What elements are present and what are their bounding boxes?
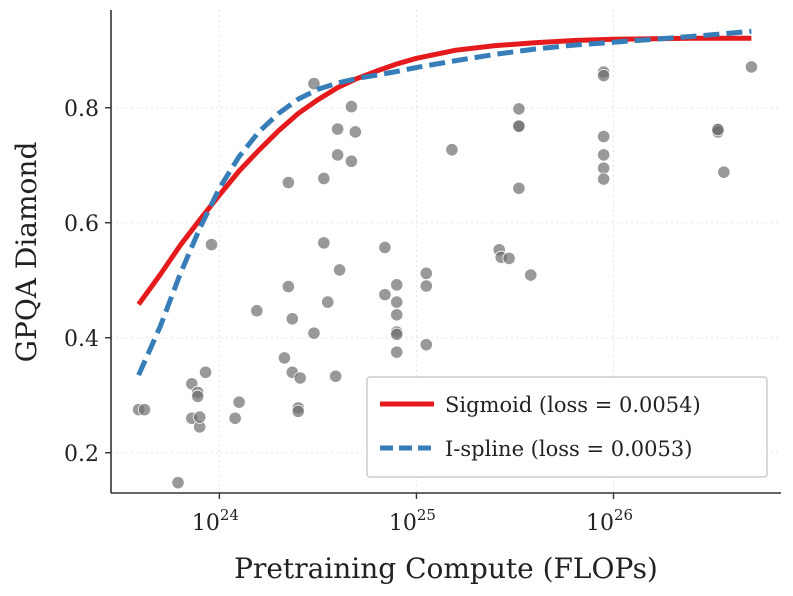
legend-box [366,376,768,478]
data-point [193,410,207,424]
data-point [191,389,205,403]
data-point [378,288,392,302]
data-point [419,266,433,280]
data-point [717,165,731,179]
data-point [419,279,433,293]
y-tick-label: 0.6 [64,212,99,237]
data-point [445,143,459,157]
data-point [281,175,295,190]
data-point [331,122,345,136]
data-point [281,279,295,294]
data-point [344,100,359,114]
data-point [291,404,305,418]
data-point [390,295,404,309]
data-point [317,171,331,186]
data-point [597,148,611,162]
x-axis-label: Pretraining Compute (FLOPs) [234,552,658,585]
data-point [711,123,725,137]
data-point [597,68,611,83]
legend-label-sigmoid: Sigmoid (loss = 0.0054) [445,393,701,417]
data-point [293,371,307,385]
data-point [524,268,538,282]
data-point [204,238,219,252]
data-point [390,327,404,341]
data-point [378,240,392,255]
y-tick-label: 0.4 [64,327,99,352]
y-tick-label: 0.8 [64,97,99,122]
data-point [285,312,299,326]
y-axis-label: GPQA Diamond [10,142,43,363]
legend-label-ispline: I-spline (loss = 0.0053) [445,437,692,461]
data-point [512,181,526,195]
legend: Sigmoid (loss = 0.0054) I-spline (loss =… [366,376,768,478]
data-point [331,148,345,162]
data-point [597,172,611,186]
data-point [198,365,213,379]
data-point [228,411,242,425]
data-point [321,295,335,309]
data-point [332,263,347,277]
data-point [512,102,526,116]
scatter-points [131,60,759,490]
ispline-curve [136,28,752,377]
data-point [348,125,362,139]
data-point [307,77,321,91]
x-tick-label: 1026 [586,506,633,536]
data-point [317,236,331,250]
y-tick-label: 0.2 [64,442,99,467]
data-point [344,154,359,168]
data-point [419,338,433,352]
data-point [250,304,264,318]
data-point [232,395,246,409]
data-point [390,278,404,292]
data-point [390,345,404,359]
data-point [329,369,343,383]
x-tick-label: 1024 [192,506,239,536]
data-point [137,403,152,417]
sigmoid-curve [136,35,752,306]
fit-curves [136,28,752,377]
data-point [390,308,404,322]
x-tick-label: 1025 [389,506,436,536]
data-point [171,476,185,490]
data-point [307,326,321,340]
axes [110,10,781,494]
ticks: 0.2 0.4 0.6 0.8 1024 1025 1026 [64,97,633,536]
data-point [597,129,611,144]
data-point [277,351,292,365]
data-point [512,119,526,133]
data-point [744,60,759,74]
data-point [502,251,516,265]
